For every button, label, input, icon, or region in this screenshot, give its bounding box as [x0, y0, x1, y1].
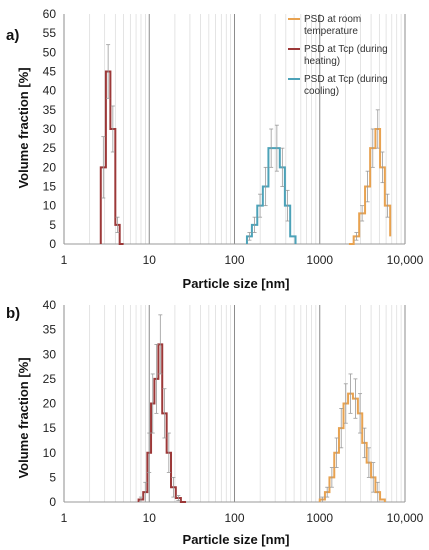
series-a-0 [348, 109, 392, 245]
histogram-step-line [348, 128, 392, 245]
x-tick-label-a: 10,000 [387, 253, 424, 267]
x-ticks-a: 1 10 100 1000 10,000 [61, 253, 424, 267]
panel-label-a: a) [6, 27, 19, 44]
y-tick-label-b: 0 [49, 495, 56, 509]
series-a [99, 44, 392, 245]
y-tick-label-a: 50 [43, 45, 57, 59]
y-ticks-b: 0 5 10 15 20 25 30 35 40 [43, 298, 57, 509]
y-tick-label-a: 45 [43, 65, 57, 79]
histogram-step-line [99, 70, 124, 245]
y-tick-label-b: 5 [49, 470, 56, 484]
y-tick-label-a: 5 [49, 218, 56, 232]
panel-label-b: b) [6, 305, 20, 322]
histogram-step-line [318, 392, 386, 502]
grid-a [63, 14, 406, 245]
x-axis-label-b: Particle size [nm] [183, 532, 290, 547]
x-tick-label-a: 10 [143, 253, 157, 267]
x-tick-label-a: 1000 [306, 253, 333, 267]
panel-b: b) Volume fraction [%] Particle size [nm… [6, 298, 424, 547]
series-b-1 [318, 373, 386, 503]
x-tick-label-b: 10 [143, 511, 157, 525]
series-b-0 [137, 314, 187, 503]
y-tick-label-a: 60 [43, 7, 57, 21]
y-tick-label-b: 40 [43, 298, 57, 312]
y-tick-label-a: 30 [43, 122, 57, 136]
legend-label-cooling-line2: cooling) [304, 86, 339, 97]
y-tick-label-b: 25 [43, 372, 57, 386]
legend: PSD at room temperature PSD at Tcp (duri… [288, 14, 391, 97]
histogram-step-line [137, 343, 187, 503]
y-tick-label-a: 10 [43, 199, 57, 213]
legend-label-heating-line1: PSD at Tcp (during [304, 44, 388, 55]
y-axis-label-b: Volume fraction [%] [16, 357, 31, 478]
x-tick-label-b: 10,000 [387, 511, 424, 525]
series-b [137, 314, 386, 503]
y-tick-label-a: 15 [43, 180, 57, 194]
legend-entry-cooling: PSD at Tcp (during cooling) [288, 74, 391, 97]
x-tick-label-a: 1 [61, 253, 68, 267]
legend-entry-room-temperature: PSD at room temperature [288, 14, 364, 37]
y-tick-label-b: 10 [43, 446, 57, 460]
y-tick-label-b: 30 [43, 347, 57, 361]
x-tick-label-b: 100 [224, 511, 244, 525]
y-axis-label-a: Volume fraction [%] [16, 67, 31, 188]
legend-label-cooling: PSD at Tcp (during cooling) [304, 74, 391, 97]
y-tick-label-a: 40 [43, 84, 57, 98]
x-ticks-b: 1 10 100 1000 10,000 [61, 511, 424, 525]
y-tick-label-b: 20 [43, 397, 57, 411]
legend-label-cooling-line1: PSD at Tcp (during [304, 74, 388, 85]
y-ticks-a: 0 5 10 15 20 25 30 35 40 45 50 55 60 [43, 7, 57, 251]
y-tick-label-b: 15 [43, 421, 57, 435]
y-tick-label-a: 20 [43, 160, 57, 174]
y-tick-label-a: 25 [43, 141, 57, 155]
y-tick-label-a: 0 [49, 237, 56, 251]
grid-b [63, 305, 406, 503]
y-tick-label-b: 35 [43, 323, 57, 337]
x-tick-label-a: 100 [224, 253, 244, 267]
x-axis-label-a: Particle size [nm] [183, 276, 290, 291]
legend-label-room-temperature-line1: PSD at room [304, 14, 361, 25]
x-tick-label-b: 1 [61, 511, 68, 525]
legend-label-heating: PSD at Tcp (during heating) [304, 44, 391, 67]
x-tick-label-b: 1000 [306, 511, 333, 525]
legend-label-room-temperature: PSD at room temperature [304, 14, 364, 37]
histogram-step-line [245, 147, 297, 244]
legend-entry-heating: PSD at Tcp (during heating) [288, 44, 391, 67]
legend-label-heating-line2: heating) [304, 56, 340, 67]
legend-label-room-temperature-line2: temperature [304, 26, 358, 37]
panel-a: a) Volume fraction [%] Particle size [nm… [6, 7, 424, 291]
y-tick-label-a: 55 [43, 26, 57, 40]
y-tick-label-a: 35 [43, 103, 57, 117]
series-a-2 [245, 124, 297, 244]
series-a-1 [99, 44, 124, 245]
